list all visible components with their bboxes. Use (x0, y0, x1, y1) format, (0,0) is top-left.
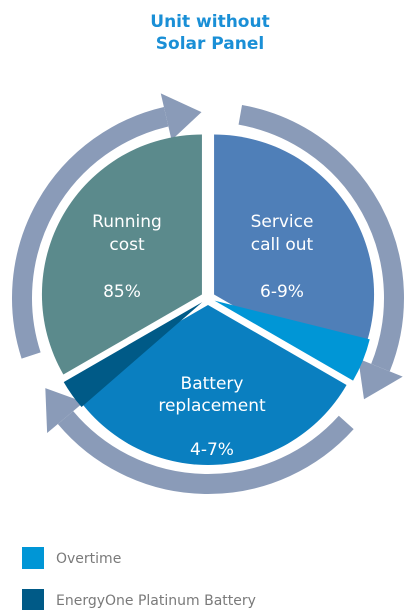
segment-label: cost (109, 235, 145, 255)
cycle-arrow (57, 411, 354, 494)
arrow-head (160, 93, 202, 141)
legend-label: EnergyOne Platinum Battery (56, 593, 256, 609)
energyone-part (63, 302, 203, 408)
arrow-head (358, 358, 403, 400)
segment-value: 6-9% (260, 282, 304, 302)
segment-value: 85% (103, 282, 141, 302)
cycle-arrow (12, 107, 169, 359)
overtime-part (214, 300, 370, 381)
legend-swatch (22, 547, 44, 569)
running-cost-sector (41, 134, 202, 375)
pie-diagram (12, 93, 404, 494)
segment-label: Running (92, 212, 162, 232)
segment-label: Service (251, 212, 314, 232)
arrow-head (45, 388, 84, 433)
battery-sector (69, 305, 347, 465)
segment-label: replacement (158, 396, 266, 416)
cycle-arrow (238, 104, 404, 372)
title: Solar Panel (156, 34, 264, 54)
title: Unit without (150, 12, 269, 32)
segment-value: 4-7% (190, 440, 234, 460)
legend-label: Overtime (56, 551, 121, 567)
legend-swatch (22, 589, 44, 610)
segment-label: Battery (181, 374, 244, 394)
segment-label: call out (251, 235, 314, 255)
